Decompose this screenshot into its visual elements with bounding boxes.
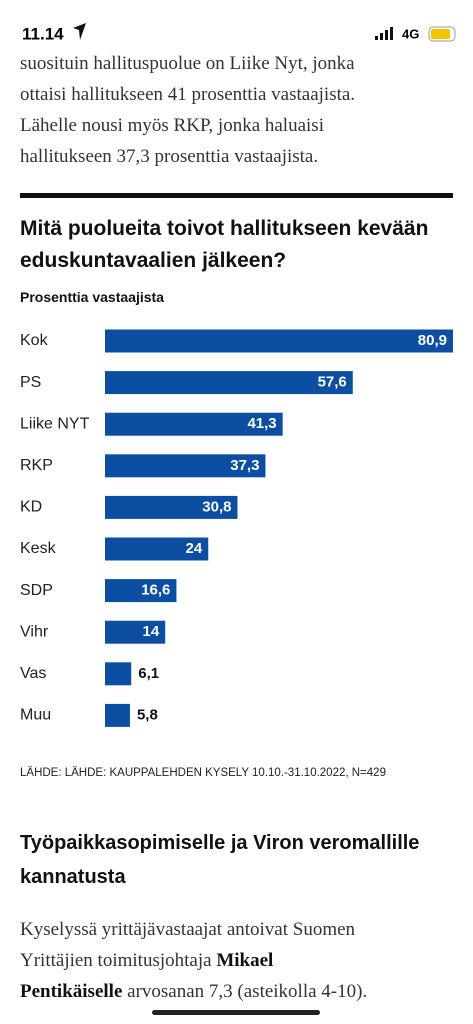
value-label: 6,1 xyxy=(138,665,159,682)
category-label: RKP xyxy=(20,457,53,474)
value-label: 37,3 xyxy=(230,457,259,474)
chart: Kok 80,9 PS 57,6 Liike NYT 41,3 RKP 37,3 KD 30,8 K… xyxy=(20,329,453,727)
value-label: 14 xyxy=(143,623,160,640)
body-text: Pentikäiselle xyxy=(20,981,123,1002)
bar xyxy=(105,620,166,644)
bar xyxy=(105,329,453,353)
network: 4G xyxy=(402,26,419,41)
body-text: Kyselyssä yrittäjävastaajat antoivat Suo… xyxy=(20,919,356,940)
bar xyxy=(105,537,209,561)
body-line: Pentikäiselle arvosanan 7,3 (asteikolla … xyxy=(20,981,367,1003)
bar xyxy=(105,454,266,478)
value-label: 57,6 xyxy=(318,374,347,391)
time: 11.14 xyxy=(22,24,64,43)
value-label: 30,8 xyxy=(202,498,231,515)
bar xyxy=(105,703,130,727)
bar xyxy=(105,579,177,603)
signal-icon xyxy=(375,27,393,40)
value-label: 5,8 xyxy=(137,706,158,723)
divider xyxy=(20,193,453,198)
category-label: KD xyxy=(20,499,42,516)
battery xyxy=(428,26,456,42)
location-icon xyxy=(73,23,86,40)
bar xyxy=(105,662,132,686)
intro-line: ottaisi hallitukseen 41 prosenttia vasta… xyxy=(20,84,356,105)
value-label: 16,6 xyxy=(141,582,170,599)
value-label: 80,9 xyxy=(418,332,447,349)
bar xyxy=(105,412,283,436)
home-indicator xyxy=(152,1010,320,1015)
value-label: 24 xyxy=(186,540,203,557)
body-text: arvosanan 7,3 (asteikolla 4-10). xyxy=(122,981,368,1002)
status-icons: 11.14 4G xyxy=(22,23,456,43)
intro-line: suosituin hallituspuolue on Liike Nyt, j… xyxy=(20,53,355,74)
category-label: Muu xyxy=(20,707,51,724)
chart-subtitle: Prosenttia vastaajista xyxy=(20,289,164,305)
body-text: Mikael xyxy=(216,950,274,971)
source: LÄHDE: LÄHDE: KAUPPALEHDEN KYSELY 10.10.… xyxy=(20,767,386,779)
chart-title: Mitä puolueita toivot hallitukseen kevää… xyxy=(20,217,429,272)
intro-line: Lähelle nousi myös RKP, jonka haluaisi xyxy=(20,115,324,136)
category-label: Kesk xyxy=(20,540,57,557)
category-label: Kok xyxy=(20,332,49,349)
category-label: Liike NYT xyxy=(20,415,90,432)
body-line: Kyselyssä yrittäjävastaajat antoivat Suo… xyxy=(20,919,355,941)
category-label: Vas xyxy=(20,665,46,682)
body-text: Yrittäjien toimitusjohtaja xyxy=(20,950,217,971)
bar xyxy=(105,371,353,395)
status-bar: 11.14 4G xyxy=(0,0,473,52)
value-label: 41,3 xyxy=(247,415,276,432)
battery-level xyxy=(431,29,450,39)
bar xyxy=(105,495,238,519)
category-label: SDP xyxy=(20,582,53,599)
body-line: Yrittäjien toimitusjohtaja Mikael xyxy=(20,950,273,972)
intro-line: hallitukseen 37,3 prosenttia vastaajista… xyxy=(20,146,319,167)
category-label: Vihr xyxy=(20,623,49,640)
section-heading: Työpaikkasopimiselle ja Viron veromallil… xyxy=(20,832,420,888)
category-label: PS xyxy=(20,374,41,391)
